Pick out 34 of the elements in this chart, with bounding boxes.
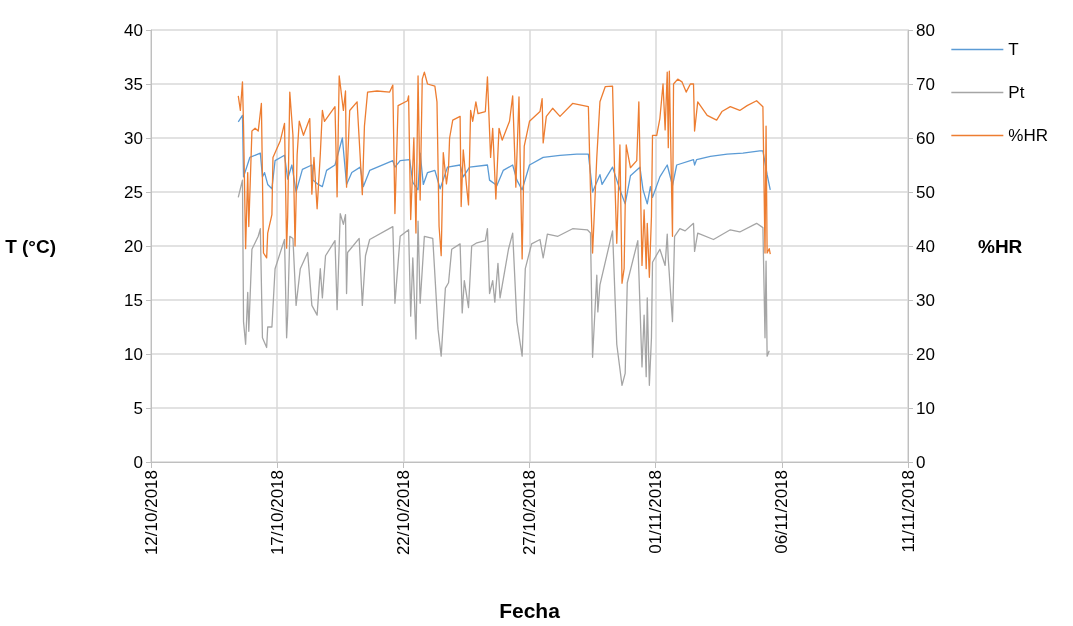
legend-label: Pt (1008, 83, 1025, 102)
x-tick-label: 17/10/2018 (267, 470, 287, 556)
x-tick-label: 12/10/2018 (141, 470, 161, 556)
y2-tick-label: 60 (916, 128, 935, 148)
legend-label: T (1008, 40, 1019, 59)
y-tick-label: 10 (124, 344, 143, 364)
line-series (237, 114, 771, 205)
y-tick-label: 35 (124, 74, 143, 94)
y2-axis-title: %HR (978, 235, 1023, 257)
y2-tick-label: 20 (916, 344, 935, 364)
y-tick-label: 20 (124, 236, 143, 256)
x-axis-title: Fecha (499, 599, 561, 622)
y-tick-label: 25 (124, 182, 143, 202)
y2-tick-label: 30 (916, 290, 935, 310)
y2-tick-label: 0 (916, 452, 926, 472)
line-series (237, 70, 771, 284)
x-tick-label: 06/11/2018 (772, 470, 792, 554)
y-tick-label: 40 (124, 20, 143, 40)
y-tick-label: 30 (124, 128, 143, 148)
y-axis-title: T (°C) (5, 235, 56, 257)
y-tick-label: 5 (133, 398, 143, 418)
y2-tick-label: 40 (916, 236, 935, 256)
x-tick-label: 22/10/2018 (393, 470, 413, 556)
y2-tick-label: 70 (916, 74, 935, 94)
legend-label: %HR (1008, 126, 1048, 145)
x-tick-label: 01/11/2018 (646, 470, 666, 554)
y2-tick-label: 50 (916, 182, 935, 202)
line-series (237, 179, 770, 386)
x-tick-label: 27/10/2018 (520, 470, 539, 556)
y2-tick-label: 10 (916, 398, 935, 418)
x-tick-label: 11/11/2018 (898, 470, 918, 553)
y2-tick-label: 80 (916, 20, 935, 40)
y-tick-label: 0 (133, 452, 143, 472)
y-tick-label: 15 (124, 290, 143, 310)
